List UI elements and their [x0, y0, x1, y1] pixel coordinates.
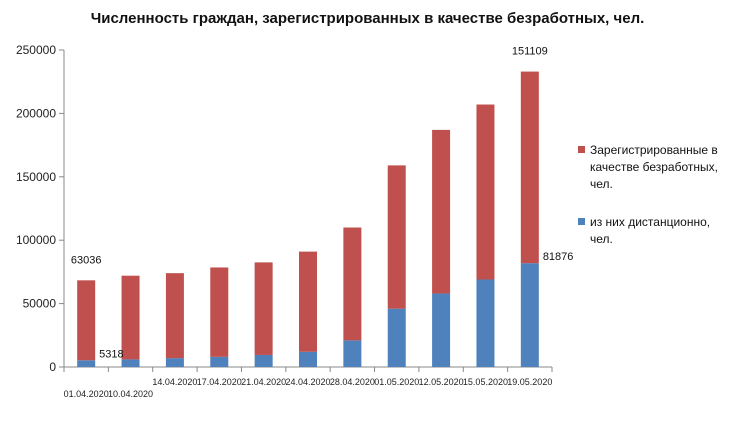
bar-registered — [165, 273, 184, 359]
x-tick-label: 01.04.2020 — [64, 389, 109, 399]
x-tick-label: 19.05.2020 — [507, 377, 552, 387]
axes: 0 50000 100000 150000 200000 250000 — [16, 43, 553, 374]
bar-registered — [432, 129, 451, 294]
x-tick-label: 28.04.2020 — [330, 377, 375, 387]
y-tick-label: 150000 — [16, 170, 56, 184]
data-label: 5318 — [99, 348, 123, 360]
data-label: 81876 — [543, 251, 574, 263]
data-label: 151109 — [512, 46, 548, 58]
legend: Зарегистрированные в качестве безработных… — [578, 143, 718, 246]
bar-remote — [165, 358, 184, 367]
y-tick-label: 100000 — [16, 233, 56, 247]
bar-remote — [343, 340, 362, 367]
legend-label: Зарегистрированные в — [590, 143, 718, 157]
bar-remote — [254, 354, 273, 367]
bar-registered — [476, 104, 495, 280]
legend-label: из них дистанционно, — [590, 215, 710, 229]
y-tick-label: 250000 — [16, 43, 56, 57]
bar-remote — [520, 263, 539, 367]
legend-swatch — [578, 218, 585, 225]
chart-title: Численность граждан, зарегистрированных … — [90, 10, 645, 27]
legend-label: чел. — [590, 232, 613, 246]
bar-remote — [299, 351, 317, 367]
legend-label: чел. — [590, 177, 613, 191]
bar-remote — [476, 279, 495, 367]
data-label: 63036 — [71, 254, 102, 266]
bar-registered — [387, 165, 406, 309]
bar-registered — [210, 267, 229, 357]
bar-registered — [520, 71, 539, 264]
bar-registered — [254, 262, 273, 355]
y-tick-label: 50000 — [23, 297, 57, 311]
y-tick-label: 200000 — [16, 106, 56, 120]
x-tick-label: 21.04.2020 — [241, 377, 286, 387]
x-tick-label: 17.04.2020 — [197, 377, 242, 387]
x-tick-label: 12.05.2020 — [419, 377, 464, 387]
labels: 01.04.2020 10.04.2020 14.04.2020 17.04.2020… — [64, 46, 574, 399]
x-tick-label: 10.04.2020 — [108, 389, 153, 399]
bar-registered — [121, 275, 140, 360]
legend-label: качестве безработных, — [590, 160, 718, 174]
x-tick-label: 24.04.2020 — [285, 377, 330, 387]
x-tick-label: 14.04.2020 — [152, 377, 197, 387]
legend-swatch — [578, 146, 585, 153]
bar-remote — [210, 356, 229, 367]
y-tick-label: 0 — [49, 360, 56, 374]
bar-remote — [77, 360, 96, 367]
x-tick-label: 01.05.2020 — [374, 377, 419, 387]
bars — [77, 71, 539, 367]
bar-registered — [299, 251, 317, 352]
bar-remote — [121, 359, 140, 367]
bar-remote — [387, 308, 406, 367]
bar-remote — [432, 293, 451, 367]
bar-registered — [343, 227, 362, 341]
bar-registered — [77, 280, 96, 361]
x-tick-label: 15.05.2020 — [463, 377, 508, 387]
